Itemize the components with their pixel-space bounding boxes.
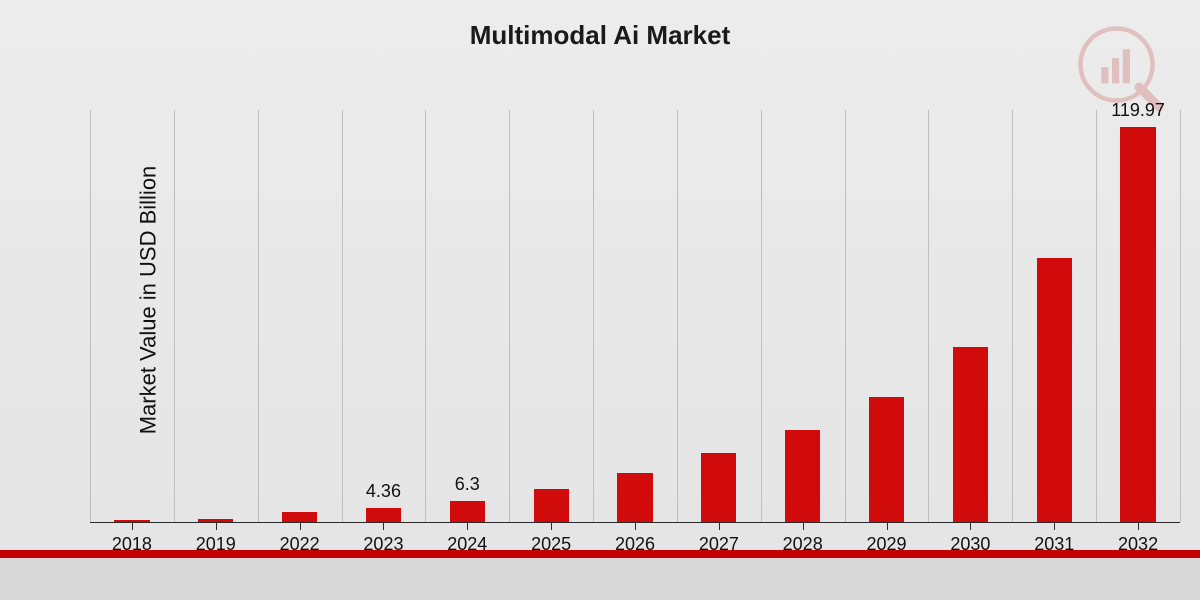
x-axis-tick bbox=[887, 522, 888, 530]
footer-red-band bbox=[0, 550, 1200, 558]
x-axis-tick bbox=[970, 522, 971, 530]
footer-bands bbox=[0, 550, 1200, 600]
grid-line bbox=[593, 110, 594, 522]
x-axis-tick bbox=[551, 522, 552, 530]
grid-line bbox=[677, 110, 678, 522]
bar bbox=[1120, 127, 1155, 522]
x-axis-tick bbox=[216, 522, 217, 530]
chart-container: Multimodal Ai Market Market Value in USD… bbox=[0, 0, 1200, 600]
grid-line bbox=[845, 110, 846, 522]
grid-line bbox=[258, 110, 259, 522]
bar bbox=[450, 501, 485, 522]
chart-title: Multimodal Ai Market bbox=[0, 20, 1200, 51]
grid-line bbox=[90, 110, 91, 522]
bar bbox=[701, 453, 736, 522]
x-axis-tick bbox=[467, 522, 468, 530]
bar-value-label: 6.3 bbox=[425, 474, 509, 495]
bar bbox=[282, 512, 317, 522]
x-axis-tick bbox=[719, 522, 720, 530]
x-axis-tick bbox=[132, 522, 133, 530]
grid-line bbox=[425, 110, 426, 522]
x-axis-tick bbox=[1054, 522, 1055, 530]
grid-line bbox=[1096, 110, 1097, 522]
bar bbox=[366, 508, 401, 522]
bar-value-label: 4.36 bbox=[342, 481, 426, 502]
x-axis-tick bbox=[1138, 522, 1139, 530]
x-axis-tick bbox=[803, 522, 804, 530]
grid-line bbox=[509, 110, 510, 522]
x-axis-tick bbox=[635, 522, 636, 530]
bar bbox=[953, 347, 988, 522]
bar bbox=[869, 397, 904, 522]
plot-area: 4.366.3119.97 bbox=[90, 110, 1180, 522]
footer-grey-band bbox=[0, 558, 1200, 600]
bar bbox=[1037, 258, 1072, 522]
x-axis-tick bbox=[383, 522, 384, 530]
grid-line bbox=[342, 110, 343, 522]
bar bbox=[785, 430, 820, 522]
bar bbox=[534, 489, 569, 522]
grid-line bbox=[174, 110, 175, 522]
x-axis-tick bbox=[300, 522, 301, 530]
bar-value-label: 119.97 bbox=[1096, 100, 1180, 121]
grid-line bbox=[1180, 110, 1181, 522]
grid-line bbox=[1012, 110, 1013, 522]
grid-line bbox=[761, 110, 762, 522]
bar bbox=[617, 473, 652, 522]
grid-line bbox=[928, 110, 929, 522]
